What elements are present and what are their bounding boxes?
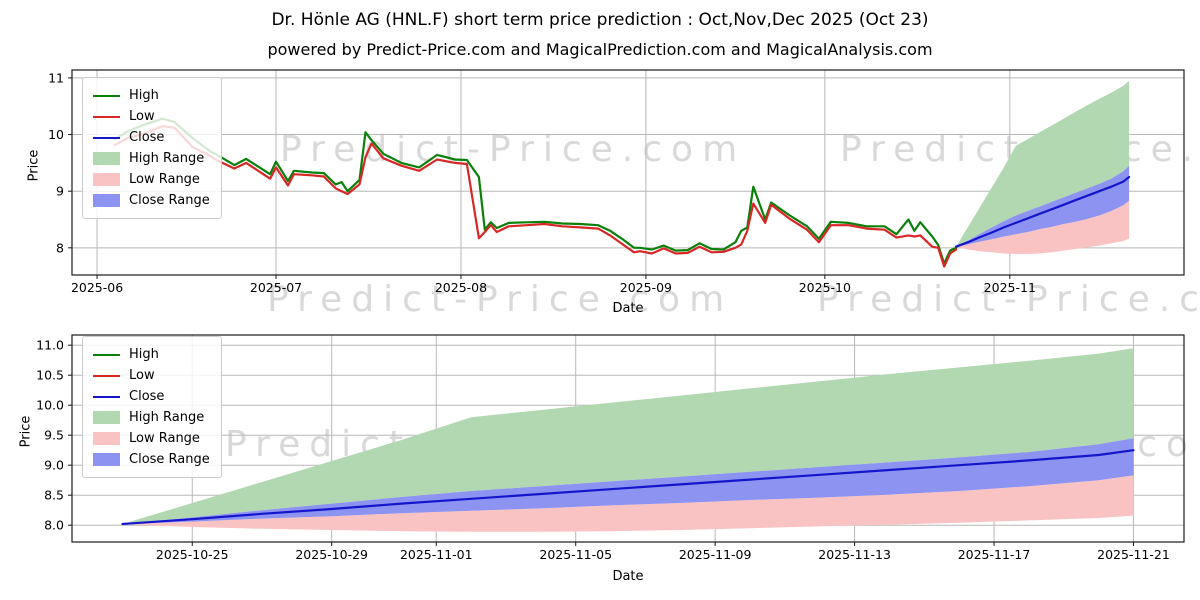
legend-label: High xyxy=(129,347,159,362)
legend-line-swatch xyxy=(93,115,120,118)
x-tick-label: 2025-11-09 xyxy=(679,547,752,562)
legend-line-swatch xyxy=(93,374,120,377)
legend-label: Low xyxy=(129,368,155,383)
x-tick-label: 2025-09 xyxy=(620,280,672,295)
y-tick-label: 10.5 xyxy=(36,368,64,383)
watermark-text: Predict-Price.com xyxy=(817,279,1200,320)
bottom-chart-y-axis-label: Price xyxy=(18,415,34,448)
legend-label: High Range xyxy=(129,151,205,166)
x-tick-label: 2025-11-05 xyxy=(539,547,612,562)
y-tick-label: 9.0 xyxy=(44,458,64,473)
high-range-band xyxy=(122,348,1134,524)
y-tick-label: 8.5 xyxy=(44,488,64,503)
x-tick-label: 2025-06 xyxy=(71,280,123,295)
legend-label: Low Range xyxy=(129,431,200,446)
low-line xyxy=(113,124,958,268)
high-line xyxy=(113,117,958,265)
bottom-chart-x-axis-label: Date xyxy=(612,569,644,584)
y-tick-label: 8.0 xyxy=(44,518,64,533)
legend-line-swatch xyxy=(93,395,120,398)
legend-item-low-range: Low Range xyxy=(93,169,213,190)
y-tick-label: 11 xyxy=(48,70,64,85)
legend-line-swatch xyxy=(93,353,120,356)
legend-item-close: Close xyxy=(93,127,213,148)
y-tick-label: 11.0 xyxy=(36,338,64,353)
x-tick-label: 2025-10-25 xyxy=(156,547,229,562)
x-tick-label: 2025-11-13 xyxy=(818,547,891,562)
close-line xyxy=(121,449,1135,526)
legend-item-high-range: High Range xyxy=(93,407,213,428)
legend-item-close: Close xyxy=(93,386,213,407)
close-line xyxy=(954,175,1131,248)
legend-patch-swatch xyxy=(93,432,120,445)
legend-label: High Range xyxy=(129,410,205,425)
x-tick-label: 2025-11-17 xyxy=(958,547,1031,562)
legend-label: High xyxy=(129,88,159,103)
watermark-text: Predict-Price.com xyxy=(280,129,747,170)
legend-item-close-range: Close Range xyxy=(93,449,213,470)
x-tick-label: 2025-11-21 xyxy=(1097,547,1170,562)
x-tick-label: 2025-10 xyxy=(799,280,851,295)
legend-line-swatch xyxy=(93,136,120,139)
legend-patch-swatch xyxy=(93,194,120,207)
legend-line-swatch xyxy=(93,94,120,97)
bottom-chart-legend: High Low Close High Range Low Range Close Ran… xyxy=(82,336,222,478)
high-range-band xyxy=(956,80,1130,247)
y-tick-label: 8 xyxy=(56,240,64,255)
close-range-band xyxy=(122,438,1134,524)
legend-item-low-range: Low Range xyxy=(93,428,213,449)
x-tick-label: 2025-07 xyxy=(250,280,302,295)
x-tick-label: 2025-11 xyxy=(984,280,1036,295)
legend-patch-swatch xyxy=(93,453,120,466)
top-chart-x-axis-label: Date xyxy=(612,301,644,316)
legend-item-high: High xyxy=(93,344,213,365)
y-tick-label: 9.5 xyxy=(44,428,64,443)
chart-subtitle: powered by Predict-Price.com and Magical… xyxy=(267,40,933,59)
low-range-band xyxy=(122,475,1134,532)
x-tick-label: 2025-11-01 xyxy=(400,547,473,562)
y-tick-label: 10 xyxy=(48,127,64,142)
y-tick-label: 10.0 xyxy=(36,398,64,413)
plot-border xyxy=(71,334,1185,543)
legend-patch-swatch xyxy=(93,152,120,165)
legend-patch-swatch xyxy=(93,411,120,424)
legend-item-low: Low xyxy=(93,365,213,386)
legend-patch-swatch xyxy=(93,173,120,186)
low-range-band xyxy=(956,200,1130,254)
legend-item-high-range: High Range xyxy=(93,148,213,169)
top-chart-legend: High Low Close High Range Low Range Close Ran… xyxy=(82,77,222,219)
legend-item-high: High xyxy=(93,85,213,106)
legend-item-low: Low xyxy=(93,106,213,127)
legend-label: Close xyxy=(129,389,165,404)
legend-label: Close Range xyxy=(129,193,210,208)
x-tick-label: 2025-08 xyxy=(435,280,487,295)
plot-border xyxy=(71,69,1185,276)
chart-title: Dr. Hönle AG (HNL.F) short term price pr… xyxy=(271,10,929,30)
close-range-band xyxy=(956,165,1130,247)
legend-label: Close xyxy=(129,130,165,145)
y-tick-label: 9 xyxy=(56,184,64,199)
top-chart-y-axis-label: Price xyxy=(26,149,42,182)
x-tick-label: 2025-10-29 xyxy=(295,547,368,562)
legend-item-close-range: Close Range xyxy=(93,190,213,211)
watermark-text: Predict-Price.com xyxy=(267,279,734,320)
legend-label: Low xyxy=(129,109,155,124)
legend-label: Close Range xyxy=(129,452,210,467)
legend-label: Low Range xyxy=(129,172,200,187)
